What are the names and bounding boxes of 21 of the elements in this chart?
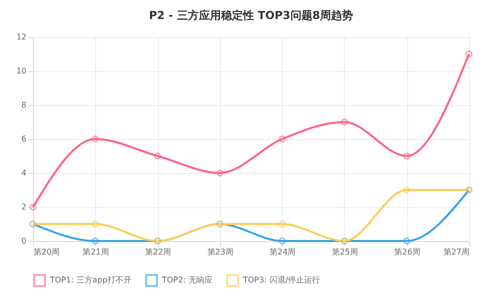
x-tick-label: 第25周	[332, 248, 358, 256]
x-tick-label: 第22周	[144, 248, 172, 256]
y-tick-label: 10	[16, 66, 26, 76]
x-tick-label: 第23周	[207, 248, 234, 256]
y-tick-label: 0	[21, 236, 26, 246]
legend-label: TOP2: 无响应	[161, 276, 212, 285]
x-tick-label: 第20周	[34, 248, 60, 256]
x-tick-label: 第24周	[270, 248, 296, 256]
y-tick-label: 2	[21, 202, 26, 212]
y-tick-label: 6	[21, 134, 26, 144]
y-tick-label: 8	[21, 100, 26, 110]
x-tick-label: 第27周	[443, 248, 470, 256]
y-tick-label: 4	[21, 168, 26, 178]
point	[154, 152, 162, 160]
y-tick-label: 12	[16, 32, 26, 42]
chart-title: P2 - 三方应用稳定性 TOP3问题8周趋势	[149, 9, 353, 22]
x-tick-label: 第26周	[394, 248, 420, 256]
legend-label: TOP1: 三方app打不开	[49, 276, 132, 285]
x-tick-label: 第21周	[82, 248, 109, 256]
point	[278, 136, 286, 142]
legend-label: TOP3: 闪退/停止运行	[242, 276, 320, 285]
